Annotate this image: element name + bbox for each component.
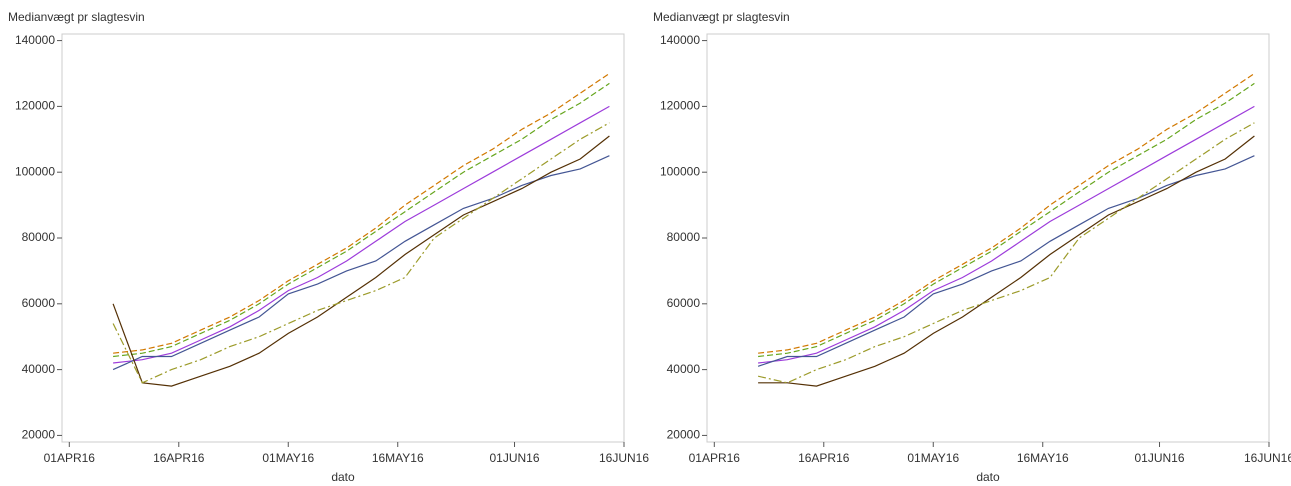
- y-tick-label: 140000: [15, 33, 55, 47]
- y-tick-label: 60000: [22, 296, 56, 310]
- series-line: [113, 105, 610, 364]
- series-line: [112, 135, 610, 387]
- y-tick-label: 80000: [22, 230, 56, 244]
- y-tick-label: 100000: [660, 164, 700, 178]
- x-axis-label: dato: [331, 470, 355, 484]
- series-line: [758, 135, 1255, 387]
- y-tick-label: 120000: [15, 99, 55, 113]
- y-tick-label: 40000: [22, 362, 56, 376]
- y-tick-label: 60000: [667, 296, 701, 310]
- series-line: [113, 73, 610, 354]
- series-line: [757, 155, 1255, 367]
- x-tick-label: 01JUN16: [490, 451, 540, 465]
- y-tick-label: 40000: [667, 362, 701, 376]
- x-tick-label: 01MAY16: [907, 451, 959, 465]
- x-tick-label: 01JUN16: [1135, 451, 1185, 465]
- series-line: [757, 122, 1255, 384]
- series-line: [758, 105, 1255, 364]
- y-axis-label: Medianvægt pr slagtesvin: [8, 10, 145, 24]
- x-tick-label: 01MAY16: [262, 451, 314, 465]
- x-tick-label: 16MAY16: [372, 451, 424, 465]
- series-line: [112, 122, 610, 384]
- x-tick-label: 16APR16: [798, 451, 850, 465]
- x-tick-label: 16JUN16: [1244, 451, 1291, 465]
- series-line: [113, 82, 610, 358]
- x-axis-label: dato: [976, 470, 1000, 484]
- x-tick-label: 16JUN16: [599, 451, 649, 465]
- x-tick-label: 01APR16: [689, 451, 741, 465]
- series-line: [758, 73, 1255, 354]
- y-tick-label: 120000: [660, 99, 700, 113]
- y-tick-label: 100000: [15, 164, 55, 178]
- y-tick-label: 20000: [667, 428, 701, 442]
- y-tick-label: 80000: [667, 230, 701, 244]
- y-tick-label: 20000: [22, 428, 56, 442]
- y-axis-label: Medianvægt pr slagtesvin: [653, 10, 790, 24]
- series-line: [112, 155, 610, 371]
- y-tick-label: 140000: [660, 33, 700, 47]
- series-line: [758, 82, 1255, 358]
- x-tick-label: 16MAY16: [1017, 451, 1069, 465]
- x-tick-label: 01APR16: [44, 451, 96, 465]
- x-tick-label: 16APR16: [153, 451, 205, 465]
